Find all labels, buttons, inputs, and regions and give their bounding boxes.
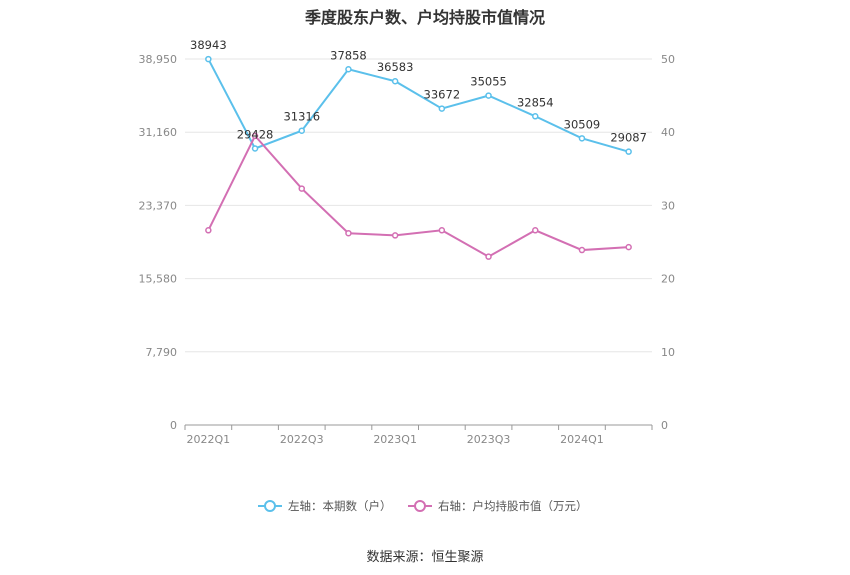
series-1-point — [485, 92, 492, 99]
series-1-point — [625, 148, 632, 155]
series-2-point — [345, 229, 352, 237]
series-1-point — [251, 145, 259, 152]
data-label: 30509 — [564, 117, 601, 131]
data-label: 33672 — [424, 88, 461, 102]
legend-marker-icon — [264, 500, 276, 512]
legend-label: 右轴：户均持股市值（万元） — [438, 499, 588, 513]
left-axis-tick-label: 23,370 — [139, 199, 178, 212]
series-1-point — [578, 135, 586, 142]
grid-lines — [185, 58, 652, 353]
data-labels: 38943 29428 31316 37858 36583 33672 35055 32854… — [190, 38, 647, 145]
series-2-point — [298, 185, 305, 192]
legend-item-2[interactable]: 右轴：户均持股市值（万元） — [408, 499, 588, 513]
data-label: 31316 — [283, 110, 320, 124]
data-label: 37858 — [330, 48, 367, 62]
x-axis-tick-label: 2022Q3 — [280, 433, 324, 446]
series-2-point — [391, 232, 399, 239]
series-2-point — [205, 227, 212, 234]
x-axis-tick-label: 2023Q3 — [467, 433, 511, 446]
left-axis-tick-label: 15,580 — [139, 273, 178, 286]
series-1-point — [438, 105, 446, 112]
left-axis-tick-label: 7,790 — [146, 346, 178, 359]
right-axis-tick-label: 40 — [661, 126, 675, 139]
chart-title: 季度股东户数、户均持股市值情况 — [304, 8, 545, 27]
data-label: 32854 — [517, 95, 554, 109]
series-1-point — [532, 113, 539, 120]
series-line-2 — [207, 134, 629, 258]
data-label: 29428 — [237, 127, 274, 141]
data-label: 29087 — [610, 131, 647, 145]
right-axis-tick-label: 50 — [661, 53, 675, 66]
left-axis-tick-label: 0 — [170, 419, 177, 432]
series-1-point — [298, 127, 305, 134]
source-note: 数据来源：恒生聚源 — [366, 550, 484, 565]
axes: 0 7,790 15,580 23,370 31,160 38,950 0 10 20 30 40 5… — [139, 53, 676, 446]
x-axis-tick-label: 2024Q1 — [560, 433, 604, 446]
series-2-point — [625, 243, 632, 251]
legend-item-1[interactable]: 左轴：本期数（户） — [258, 499, 392, 513]
x-axis-tick-label: 2022Q1 — [187, 433, 231, 446]
series-2-point — [532, 227, 539, 234]
data-label: 38943 — [190, 38, 227, 52]
series-line-1 — [207, 58, 629, 153]
series-2-point — [251, 132, 259, 140]
left-axis-tick-label: 38,950 — [139, 53, 178, 66]
right-axis-tick-label: 0 — [661, 419, 668, 432]
legend[interactable]: 左轴：本期数（户） 右轴：户均持股市值（万元） — [258, 499, 588, 513]
right-axis-tick-label: 10 — [661, 346, 675, 359]
legend-marker-icon — [414, 500, 426, 512]
x-axis-tick-label: 2023Q1 — [373, 433, 417, 446]
right-axis-tick-label: 30 — [661, 199, 675, 212]
data-label: 35055 — [470, 75, 507, 89]
legend-label: 左轴：本期数（户） — [288, 499, 392, 513]
series-2-point — [485, 253, 492, 260]
series-1-point — [345, 66, 352, 73]
right-axis-tick-label: 20 — [661, 273, 675, 286]
series-2-point — [578, 246, 586, 254]
series-2-point — [438, 227, 446, 234]
data-label: 36583 — [377, 60, 414, 74]
series-1-point — [205, 55, 212, 63]
series-layer — [205, 55, 632, 260]
series-1-point — [391, 77, 399, 85]
left-axis-tick-label: 31,160 — [139, 126, 178, 139]
